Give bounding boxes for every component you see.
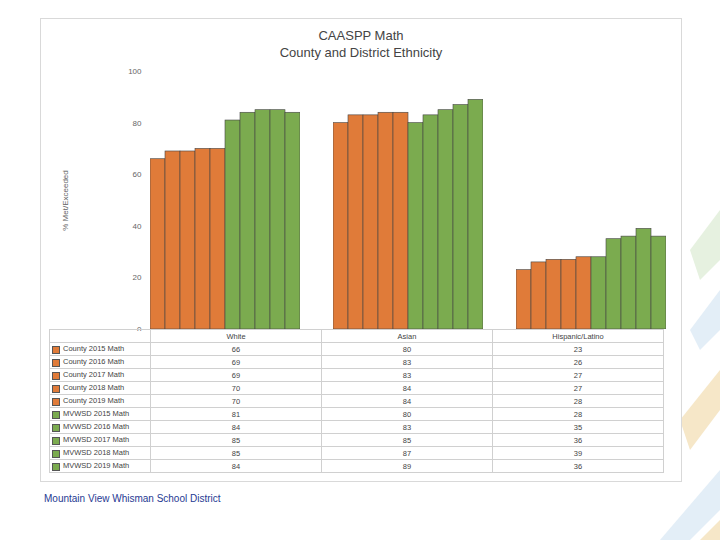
html-text:84: 84 xyxy=(231,422,241,432)
html-text:87: 87 xyxy=(402,448,412,458)
html-text:Hispanic/Latino: Hispanic/Latino xyxy=(552,331,604,341)
html-text:36: 36 xyxy=(573,461,583,471)
svg-text:% Met/Exceeded: % Met/Exceeded xyxy=(61,170,70,230)
svg-text:40: 40 xyxy=(133,222,142,231)
html-text:County 2015 Math: County 2015 Math xyxy=(63,344,125,354)
html-text:27: 27 xyxy=(573,383,583,393)
html-text:83: 83 xyxy=(402,422,412,432)
html-text:80: 80 xyxy=(402,409,412,419)
html-text:35: 35 xyxy=(573,422,583,432)
html-text:MVWSD 2019 Math: MVWSD 2019 Math xyxy=(63,461,130,471)
svg-text:20: 20 xyxy=(133,273,142,282)
html-text:Mountain View Whisman School D: Mountain View Whisman School District xyxy=(44,493,221,504)
html-text:36: 36 xyxy=(573,435,583,445)
html-text:Asian: Asian xyxy=(397,331,417,341)
html-text:28: 28 xyxy=(573,396,583,406)
html-text:69: 69 xyxy=(231,370,241,380)
html-text:CAASPP Math: CAASPP Math xyxy=(318,28,404,43)
html-text:85: 85 xyxy=(402,435,412,445)
html-text:66: 66 xyxy=(231,344,241,354)
html-text:85: 85 xyxy=(231,435,241,445)
svg-text:80: 80 xyxy=(133,119,142,128)
html-text:83: 83 xyxy=(402,370,412,380)
html-text:MVWSD 2017 Math: MVWSD 2017 Math xyxy=(63,435,130,445)
html-text:85: 85 xyxy=(231,448,241,458)
html-text:89: 89 xyxy=(402,461,412,471)
html-text:28: 28 xyxy=(573,409,583,419)
html-text:County and District Ethnicity: County and District Ethnicity xyxy=(279,45,443,60)
html-text:26: 26 xyxy=(573,357,583,367)
html-text:84: 84 xyxy=(231,461,241,471)
html-text:81: 81 xyxy=(231,409,241,419)
html-text:MVWSD 2016 Math: MVWSD 2016 Math xyxy=(63,422,130,432)
svg-text:60: 60 xyxy=(133,170,142,179)
html-text:MVWSD 2018 Math: MVWSD 2018 Math xyxy=(63,448,130,458)
html-text:84: 84 xyxy=(402,383,412,393)
html-text:80: 80 xyxy=(402,344,412,354)
html-text:70: 70 xyxy=(231,396,241,406)
html-text:County 2016 Math: County 2016 Math xyxy=(63,357,125,367)
html-text:70: 70 xyxy=(231,383,241,393)
html-text:23: 23 xyxy=(573,344,583,354)
html-text:County 2018 Math: County 2018 Math xyxy=(63,383,125,393)
html-text:MVWSD 2015 Math: MVWSD 2015 Math xyxy=(63,409,130,419)
html-text:County 2019 Math: County 2019 Math xyxy=(63,396,125,406)
html-text:39: 39 xyxy=(573,448,583,458)
html-text:White: White xyxy=(226,331,246,341)
html-text:83: 83 xyxy=(402,357,412,367)
html-text:69: 69 xyxy=(231,357,241,367)
html-text:84: 84 xyxy=(402,396,412,406)
html-text:County 2017 Math: County 2017 Math xyxy=(63,370,125,380)
svg-text:100: 100 xyxy=(128,67,142,76)
html-text:27: 27 xyxy=(573,370,583,380)
